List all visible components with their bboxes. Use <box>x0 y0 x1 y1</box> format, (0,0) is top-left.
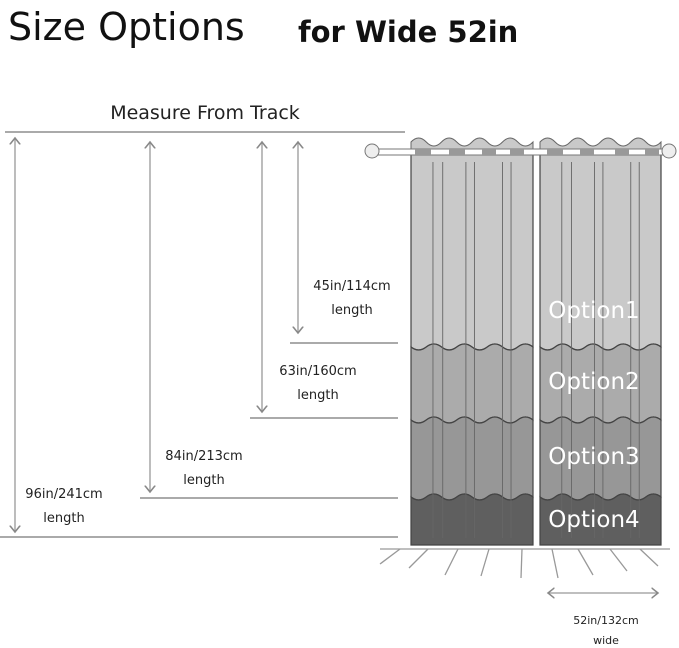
option1-band <box>410 149 534 351</box>
floor-perspective-lines <box>379 548 659 579</box>
curtain-heading <box>539 137 662 151</box>
measure-from-track-label: Measure From Track <box>110 102 300 124</box>
title-main: Size Options <box>8 5 245 49</box>
length-label-84: 84in/213cm <box>165 449 242 464</box>
length-label-45: 45in/114cm <box>313 279 390 294</box>
length-unit-96: length <box>43 511 84 526</box>
option4-label: Option4 <box>548 507 639 533</box>
curtain-illustration <box>410 137 662 546</box>
length-label-63: 63in/160cm <box>279 364 356 379</box>
option3-label: Option3 <box>548 444 639 470</box>
length-unit-84: length <box>183 473 224 488</box>
length-unit-63: length <box>297 388 338 403</box>
rod-finial-left <box>364 143 380 159</box>
option1-label: Option1 <box>548 298 639 324</box>
length-label-96: 96in/241cm <box>25 487 102 502</box>
width-unit: wide <box>593 634 619 647</box>
option3-band <box>410 416 534 501</box>
option2-band <box>410 343 534 424</box>
width-label: 52in/132cm <box>573 614 639 627</box>
option2-label: Option2 <box>548 369 639 395</box>
title-sub: for Wide 52in <box>298 15 518 49</box>
option4-band <box>410 493 534 546</box>
length-unit-45: length <box>331 303 372 318</box>
rod-finial-right <box>661 143 677 159</box>
curtain-heading <box>410 137 534 151</box>
